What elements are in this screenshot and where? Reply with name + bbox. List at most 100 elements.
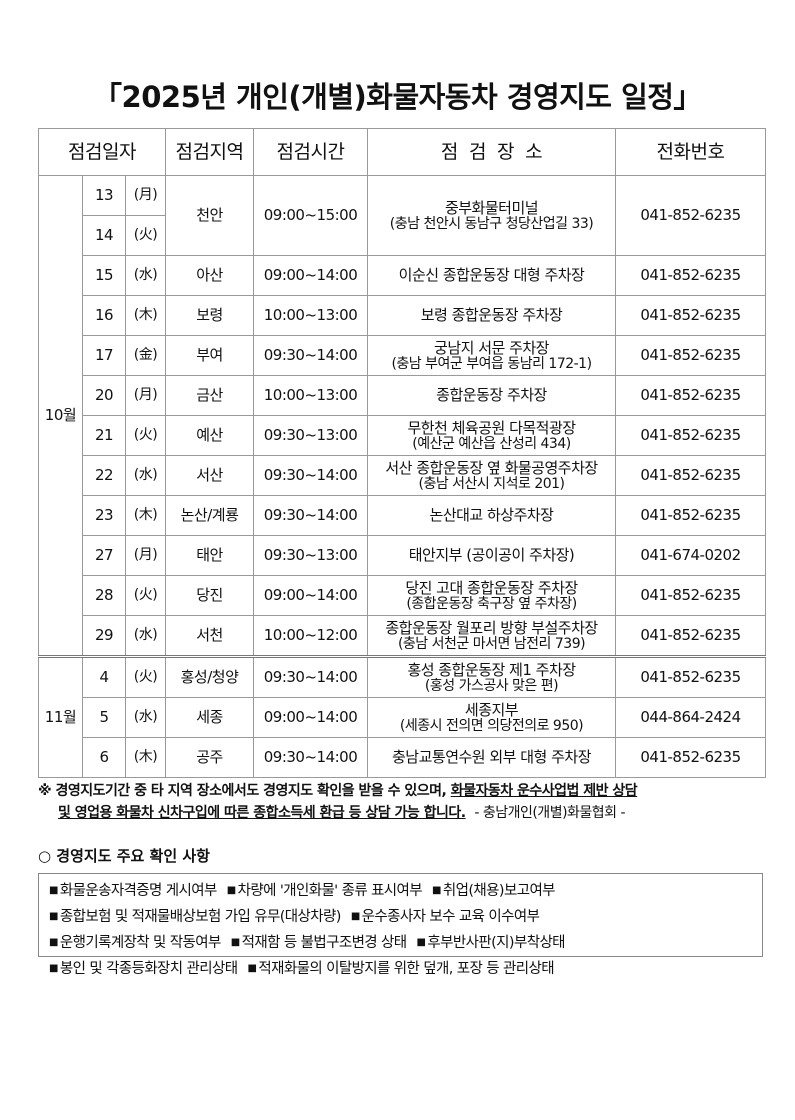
place-cell: 이순신 종합운동장 대형 주차장	[367, 255, 617, 296]
place-line: (충남 서천군 마서면 남전리 739)	[397, 635, 586, 652]
table-row: 10월 13 (月) 천안 09:00~15:00 중부화물터미널 (충남 천안시 동남구 …	[38, 175, 767, 657]
day-cell: 6	[82, 737, 126, 778]
weekday-cell: (火)	[124, 415, 167, 456]
square-bullet-icon: ■	[432, 885, 441, 896]
time-cell: 09:30~13:00	[253, 535, 369, 576]
header-place: 점 검 장 소	[367, 128, 617, 176]
phone-cell: 041-852-6235	[615, 575, 767, 616]
region-cell: 보령	[165, 295, 255, 336]
checklist-item-text: 적재화물의 이탈방지를 위한 덮개, 포장 등 관리상태	[258, 961, 554, 977]
time-cell: 09:30~14:00	[253, 455, 369, 496]
place-cell: 종합운동장 주차장	[367, 375, 617, 416]
time-cell: 10:00~13:00	[253, 375, 369, 416]
checklist-item-text: 후부반사판(지)부착상태	[427, 935, 565, 951]
place-line: 세종지부	[464, 700, 519, 719]
checklist-item: ■ 종합보험 및 적재물배상보험 가입 유무(대상차량)	[49, 909, 341, 925]
table-row: 27 (月) 태안 09:30~13:00 태안지부 (공이공이 주차장) 041-674…	[39, 535, 767, 576]
square-bullet-icon: ■	[49, 911, 58, 922]
table-row: 23 (木) 논산/계룡 09:30~14:00 논산대교 하상주차장 041-852-6…	[39, 495, 767, 536]
day-cell: 13	[82, 175, 126, 216]
place-cell: 세종지부 (세종시 전의면 의당전의로 950)	[367, 697, 617, 738]
checklist-item: ■ 후부반사판(지)부착상태	[417, 935, 566, 951]
weekday-cell: (水)	[124, 615, 167, 657]
time-cell: 09:30~13:00	[253, 415, 369, 456]
day-cell: 29	[82, 615, 126, 657]
place-cell: 종합운동장 월포리 방향 부설주차장 (충남 서천군 마서면 남전리 739)	[367, 615, 617, 657]
place-cell: 무한천 체육공원 다목적광장 (예산군 예산읍 산성리 434)	[367, 415, 617, 456]
day-cell: 15	[82, 255, 126, 296]
schedule-table: 점검일자 점검지역 점검시간 점 검 장 소 전화번호 10월 13 (月) 천안 09…	[37, 128, 767, 778]
place-line: 서산 종합운동장 옆 화물공영주차장	[385, 458, 598, 477]
region-cell: 서산	[165, 455, 255, 496]
place-cell: 홍성 종합운동장 제1 주차장 (홍성 가스공사 맞은 편)	[367, 655, 617, 698]
region-cell: 홍성/청양	[165, 655, 255, 698]
region-cell: 아산	[165, 255, 255, 296]
place-line: 종합운동장 월포리 방향 부설주차장	[385, 618, 598, 637]
time-cell: 09:00~14:00	[253, 255, 369, 296]
place-line: 종합운동장 주차장	[436, 386, 547, 404]
place-line: (충남 서산시 지석로 201)	[418, 475, 565, 492]
square-bullet-icon: ■	[49, 963, 58, 974]
phone-cell: 041-674-0202	[615, 535, 767, 576]
place-line: (충남 부여군 부여읍 동남리 172-1)	[391, 355, 592, 372]
phone-cell: 041-852-6235	[615, 455, 767, 496]
place-line: 보령 종합운동장 주차장	[420, 306, 563, 324]
region-cell: 예산	[165, 415, 255, 456]
notice-text-3: 및 영업용 화물차 신차구입에 따른 종합소득세 환급 등 상담 가능 합니다.	[58, 805, 466, 821]
checklist-line: ■ 종합보험 및 적재물배상보험 가입 유무(대상차량) ■ 운수종사자 보수 교육 …	[49, 904, 752, 930]
table-row: 20 (月) 금산 10:00~13:00 종합운동장 주차장 041-852-6235	[39, 375, 767, 416]
phone-cell: 041-852-6235	[615, 175, 767, 256]
weekday-cell: (月)	[124, 375, 167, 416]
weekday-cell: (木)	[124, 737, 167, 778]
day-cell: 21	[82, 415, 126, 456]
table-row: 29 (水) 서천 10:00~12:00 종합운동장 월포리 방향 부설주차장 (충남 …	[39, 615, 767, 657]
weekday-cell: (火)	[124, 215, 167, 256]
checklist-item-text: 운행기록계장착 및 작동여부	[59, 935, 222, 951]
weekday-cell: (金)	[124, 335, 167, 376]
checklist-item-text: 운수종사자 보수 교육 이수여부	[361, 909, 540, 925]
checklist-item: ■ 차량에 '개인화물' 종류 표시여부	[227, 883, 423, 899]
place-line: 논산대교 하상주차장	[429, 506, 554, 524]
place-cell: 궁남지 서문 주차장 (충남 부여군 부여읍 동남리 172-1)	[367, 335, 617, 376]
table-row: 17 (金) 부여 09:30~14:00 궁남지 서문 주차장 (충남 부여군 부여읍 …	[39, 335, 767, 376]
checklist-item-text: 봉인 및 각종등화장치 관리상태	[59, 961, 238, 977]
notice-mark: ※	[38, 783, 52, 799]
phone-cell: 041-852-6235	[615, 335, 767, 376]
time-cell: 10:00~13:00	[253, 295, 369, 336]
place-line: 충남교통연수원 외부 대형 주차장	[392, 748, 592, 766]
day-cell: 4	[82, 655, 126, 698]
table-row: 6 (木) 공주 09:30~14:00 충남교통연수원 외부 대형 주차장 041-85…	[39, 737, 767, 778]
checklist-item: ■ 화물운송자격증명 게시여부	[49, 883, 217, 899]
place-line: 무한천 체육공원 다목적광장	[407, 418, 576, 437]
checklist-item-text: 화물운송자격증명 게시여부	[59, 883, 217, 899]
time-cell: 09:00~15:00	[253, 175, 369, 256]
phone-cell: 041-852-6235	[615, 615, 767, 657]
place-line: 태안지부 (공이공이 주차장)	[408, 546, 575, 564]
phone-cell: 041-852-6235	[615, 655, 767, 698]
month-cell: 10월	[38, 175, 83, 657]
phone-cell: 041-852-6235	[615, 295, 767, 336]
place-line: (홍성 가스공사 맞은 편)	[424, 677, 559, 694]
square-bullet-icon: ■	[49, 885, 58, 896]
day-cell: 14	[82, 215, 126, 256]
time-cell: 09:30~14:00	[253, 655, 369, 698]
time-cell: 09:00~14:00	[253, 697, 369, 738]
place-cell: 당진 고대 종합운동장 주차장 (종합운동장 축구장 옆 주차장)	[367, 575, 617, 616]
weekday-cell: (水)	[124, 697, 167, 738]
phone-cell: 041-852-6235	[615, 255, 767, 296]
table-row: 22 (水) 서산 09:30~14:00 서산 종합운동장 옆 화물공영주차장 (충남 …	[39, 455, 767, 496]
region-cell: 세종	[165, 697, 255, 738]
table-row: 5 (水) 세종 09:00~14:00 세종지부 (세종시 전의면 의당전의로 950)…	[39, 697, 767, 738]
place-line: 홍성 종합운동장 제1 주차장	[407, 660, 576, 679]
place-line: (충남 천안시 동남구 청당산업길 33)	[389, 215, 594, 232]
place-line: (세종시 전의면 의당전의로 950)	[399, 717, 584, 734]
place-line: (예산군 예산읍 산성리 434)	[412, 435, 571, 452]
table-row: 11월 4 (火) 홍성/청양 09:30~14:00 홍성 종합운동장 제1 주차장 (홍…	[38, 655, 767, 778]
place-cell: 충남교통연수원 외부 대형 주차장	[367, 737, 617, 778]
day-cell: 27	[82, 535, 126, 576]
weekday-cell: (月)	[124, 175, 167, 216]
time-cell: 09:00~14:00	[253, 575, 369, 616]
region-cell: 금산	[165, 375, 255, 416]
table-row: 28 (火) 당진 09:00~14:00 당진 고대 종합운동장 주차장 (종합운동장 …	[39, 575, 767, 616]
header-region: 점검지역	[165, 128, 255, 176]
